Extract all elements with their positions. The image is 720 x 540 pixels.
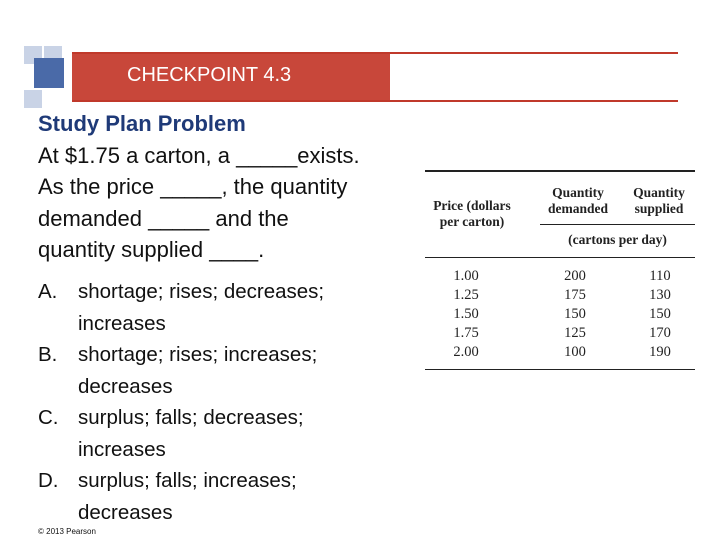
question: Study Plan Problem At $1.75 a carton, a … — [38, 108, 438, 266]
question-line: quantity supplied ____. — [38, 237, 265, 262]
price-quantity-table: Price (dollars per carton) Quantity dema… — [425, 170, 695, 372]
decorative-square — [34, 58, 64, 88]
question-line: At $1.75 a carton, a _____exists. — [38, 142, 360, 168]
table-cell-qd: 100 — [564, 344, 586, 360]
decorative-square — [24, 90, 42, 108]
table-rule — [425, 170, 695, 172]
answer-option-c[interactable]: C. surplus; falls; decreases; increases — [38, 402, 378, 465]
table-cell-price: 2.00 — [453, 344, 479, 360]
table-cell-qs: 130 — [649, 287, 671, 303]
table-cell-qs: 170 — [649, 325, 671, 341]
answer-letter: A. — [38, 280, 58, 303]
table-cell-price: 1.50 — [453, 306, 479, 322]
answer-option-d[interactable]: D. surplus; falls; increases; decreases — [38, 465, 378, 528]
answer-option-a[interactable]: A. shortage; rises; decreases; increases — [38, 276, 378, 339]
table-cell-qs: 150 — [649, 306, 671, 322]
header-quantity-demanded: Quantity demanded — [547, 185, 608, 216]
answer-text: shortage; rises; increases; decreases — [78, 343, 318, 398]
answer-option-b[interactable]: B. shortage; rises; increases; decreases — [38, 339, 378, 402]
header-bar: CHECKPOINT 4.3 — [72, 52, 678, 102]
table-cell-price: 1.25 — [453, 287, 479, 303]
question-line: demanded _____ and the — [38, 205, 289, 231]
header-banner: CHECKPOINT 4.3 — [72, 54, 390, 100]
checkpoint-title: CHECKPOINT 4.3 — [127, 64, 292, 86]
table-cell-price: 1.75 — [453, 325, 479, 341]
answer-list: A. shortage; rises; decreases; increases… — [38, 276, 378, 528]
question-line: As the price _____, the quantity — [38, 174, 348, 199]
answer-letter: B. — [38, 343, 58, 366]
answer-text: surplus; falls; increases; decreases — [78, 469, 297, 524]
header-units: (cartons per day) — [568, 232, 667, 247]
table-rule — [425, 257, 695, 258]
header-price: Price (dollars per carton) — [433, 198, 511, 229]
table-cell-qd: 175 — [564, 287, 586, 303]
answer-text: surplus; falls; decreases; increases — [78, 406, 304, 461]
table-rule — [540, 224, 695, 225]
table-cell-qd: 200 — [564, 268, 586, 284]
table-cell-qd: 125 — [564, 325, 586, 341]
copyright-notice: © 2013 Pearson — [38, 527, 96, 536]
table-cell-qs: 110 — [649, 268, 671, 284]
answer-text: shortage; rises; decreases; increases — [78, 280, 325, 335]
answer-letter: C. — [38, 406, 59, 429]
table-rule — [425, 369, 695, 370]
table-cell-qd: 150 — [564, 306, 586, 322]
table-cell-price: 1.00 — [453, 268, 479, 284]
question-title: Study Plan Problem — [38, 111, 246, 136]
table-cell-qs: 190 — [649, 344, 671, 360]
header-quantity-supplied: Quantity supplied — [633, 185, 685, 216]
answer-letter: D. — [38, 469, 59, 492]
